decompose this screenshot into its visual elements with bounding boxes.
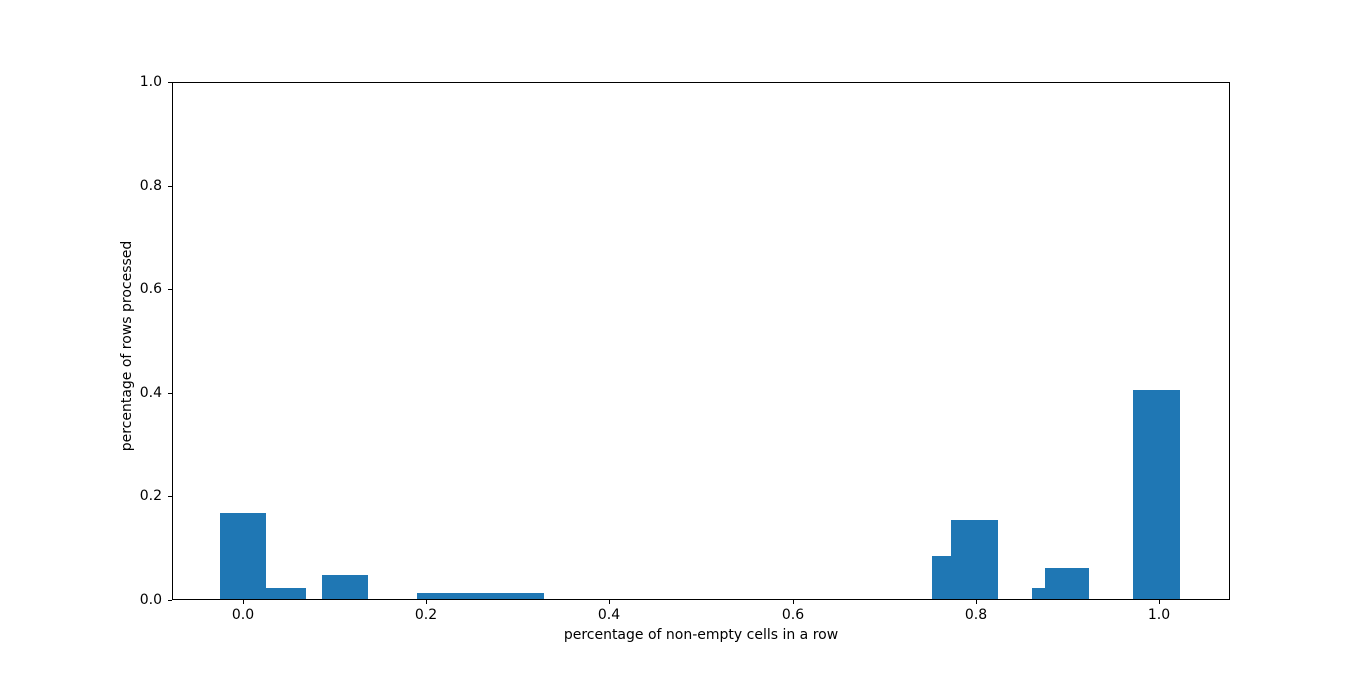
x-tick-label: 0.4: [597, 607, 621, 623]
y-tick-mark: [168, 496, 172, 497]
y-tick-mark: [168, 600, 172, 601]
y-tick-mark: [168, 82, 172, 83]
histogram-bar: [1133, 390, 1180, 599]
x-tick-label: 1.0: [1147, 607, 1171, 623]
x-axis-label: percentage of non-empty cells in a row: [563, 627, 839, 643]
y-tick-label: 0.8: [139, 178, 162, 194]
x-tick-label: 0.6: [781, 607, 805, 623]
histogram-bar: [220, 513, 266, 599]
y-tick-label: 0.2: [139, 488, 162, 504]
x-tick-mark: [243, 600, 244, 604]
y-tick-label: 0.4: [139, 385, 162, 401]
y-tick-mark: [168, 393, 172, 394]
x-tick-mark: [426, 600, 427, 604]
histogram-bar: [951, 520, 998, 599]
x-tick-mark: [793, 600, 794, 604]
x-tick-label: 0.8: [964, 607, 988, 623]
y-tick-label: 0.6: [139, 281, 162, 297]
histogram-bar: [1032, 588, 1045, 599]
y-tick-mark: [168, 186, 172, 187]
x-tick-mark: [976, 600, 977, 604]
y-tick-mark: [168, 289, 172, 290]
y-tick-label: 0.0: [139, 592, 162, 608]
y-tick-label: 1.0: [139, 74, 162, 90]
plot-area: [172, 82, 1230, 600]
histogram-bar: [932, 556, 951, 599]
histogram-bar: [266, 588, 306, 599]
histogram-bar: [417, 593, 544, 599]
histogram-bar: [1045, 568, 1089, 599]
histogram-bar: [322, 575, 368, 599]
x-tick-mark: [1159, 600, 1160, 604]
x-tick-mark: [609, 600, 610, 604]
x-tick-label: 0.0: [231, 607, 255, 623]
y-axis-label: percentage of rows processed: [119, 240, 135, 452]
x-tick-label: 0.2: [414, 607, 438, 623]
